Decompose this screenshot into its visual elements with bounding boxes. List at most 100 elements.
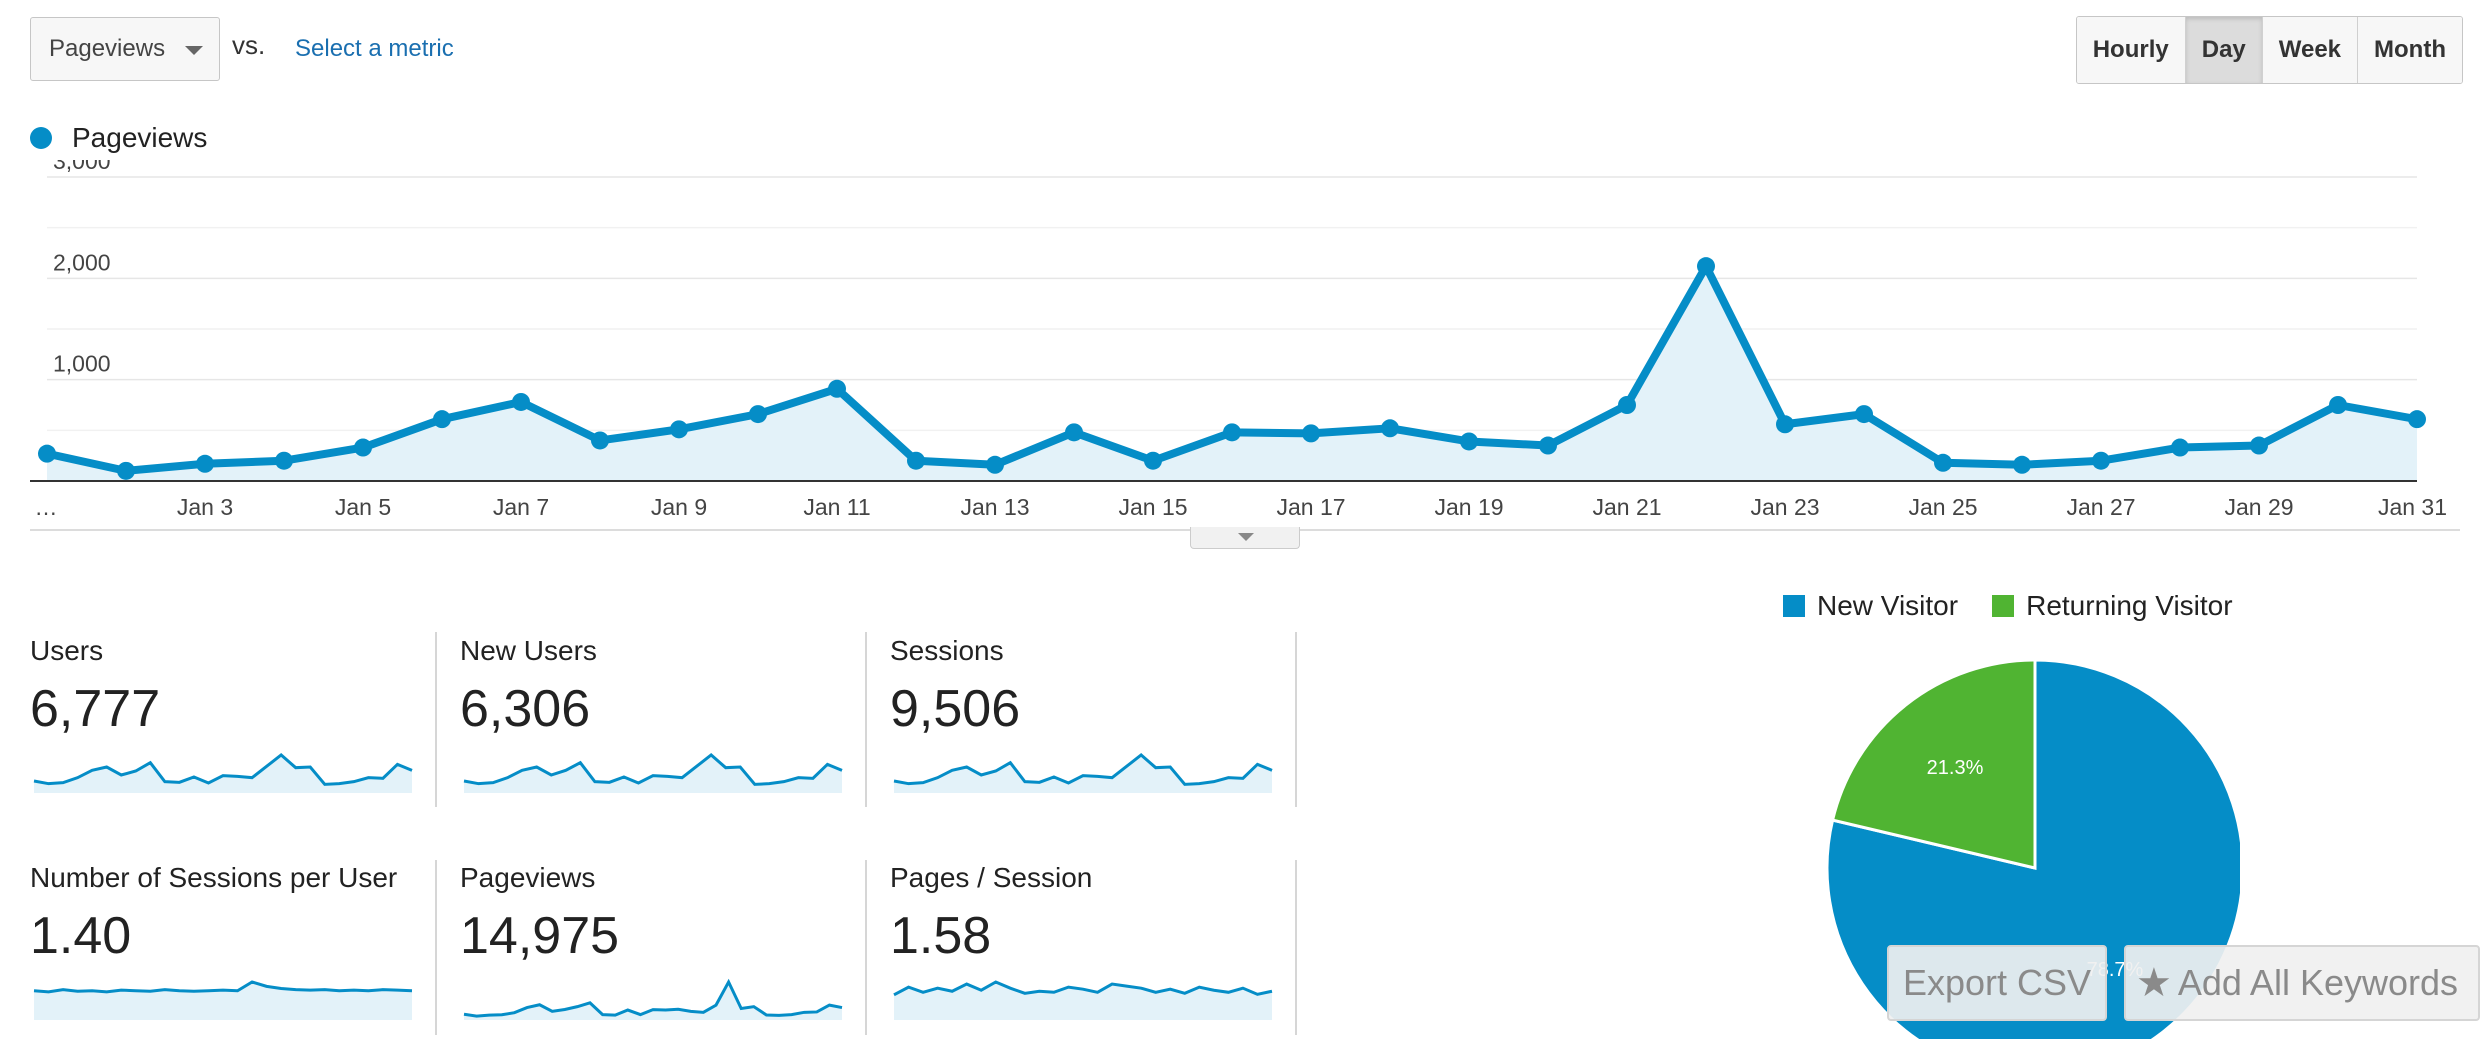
sparkline-area: [34, 755, 412, 793]
metric-value: 6,306: [460, 680, 591, 738]
granularity-hourly-button[interactable]: Hourly: [2076, 17, 2185, 83]
granularity-toggle: Hourly Day Week Month: [2075, 16, 2463, 84]
pie-slice-new-visitor[interactable]: [1825, 658, 2240, 1039]
data-point[interactable]: [1223, 423, 1241, 442]
metric-tile[interactable]: New Users 6,306: [460, 635, 870, 805]
sparkline-line: [33, 753, 413, 786]
metric-tile[interactable]: Number of Sessions per User 1.40: [30, 862, 440, 1032]
data-point[interactable]: [1618, 396, 1636, 414]
x-tick-label: Jan 21: [1592, 494, 1661, 520]
legend-item-new-visitor[interactable]: New Visitor: [1783, 590, 1958, 622]
x-tick-label: Jan 25: [1908, 494, 1977, 520]
sparkline-line: [463, 753, 843, 786]
data-point[interactable]: [1065, 423, 1083, 442]
legend-swatch: [1992, 595, 2015, 617]
legend-item-returning-visitor[interactable]: Returning Visitor: [1992, 590, 2233, 622]
x-tick-label: Jan 13: [960, 494, 1029, 520]
data-point[interactable]: [2408, 410, 2426, 429]
metric-value: 1.58: [890, 907, 992, 965]
data-point[interactable]: [275, 451, 293, 470]
metric-sparkline: [463, 978, 843, 1020]
legend-dot-icon: [30, 127, 52, 149]
caret-down-icon: [1238, 533, 1254, 541]
data-point[interactable]: [2092, 451, 2110, 470]
metric-value: 1.40: [30, 907, 132, 965]
visitor-pie-chart: 78.7%21.3%: [1825, 658, 2240, 1039]
sparkline-area: [34, 982, 412, 1020]
data-point[interactable]: [2329, 396, 2347, 414]
metric-value: 14,975: [460, 907, 620, 965]
metric-label: Number of Sessions per User: [30, 862, 398, 893]
granularity-day-button[interactable]: Day: [2184, 17, 2262, 83]
legend-swatch: [1783, 595, 1805, 617]
data-point[interactable]: [354, 438, 372, 457]
data-point[interactable]: [512, 392, 530, 411]
metric-tile[interactable]: Users 6,777: [30, 635, 440, 805]
metric-tile[interactable]: Pages / Session 1.58: [890, 862, 1300, 1032]
metric-sparkline: [33, 980, 413, 1020]
data-point[interactable]: [907, 451, 925, 470]
granularity-week-button[interactable]: Week: [2261, 17, 2358, 83]
metric-tile[interactable]: Pageviews 14,975: [460, 862, 870, 1032]
x-tick-label: Jan 5: [335, 494, 391, 520]
data-point[interactable]: [986, 455, 1004, 474]
data-point[interactable]: [196, 454, 214, 473]
data-point[interactable]: [1381, 419, 1399, 438]
data-point[interactable]: [433, 410, 451, 429]
sparkline-line: [33, 980, 413, 994]
metric-value: 9,506: [890, 680, 1021, 738]
data-point[interactable]: [1144, 451, 1162, 470]
data-point[interactable]: [591, 431, 609, 450]
sparkline-line: [893, 753, 1273, 786]
data-point[interactable]: [1539, 436, 1557, 455]
tile-divider: [435, 632, 437, 807]
data-point[interactable]: [1302, 424, 1320, 443]
y-tick-label: 1,000: [53, 351, 111, 377]
data-point[interactable]: [1776, 415, 1794, 434]
metric-tile[interactable]: Sessions 9,506: [890, 635, 1300, 805]
y-tick-label: 2,000: [53, 249, 111, 275]
data-point[interactable]: [1855, 405, 1873, 424]
metric-label: Pageviews: [460, 862, 596, 893]
metric-sparkline: [33, 753, 413, 793]
granularity-month-button[interactable]: Month: [2357, 17, 2462, 83]
metric-select[interactable]: Pageviews: [30, 17, 220, 81]
x-tick-label: Jan 31: [2378, 494, 2447, 520]
metric-select-value: Pageviews: [49, 35, 166, 62]
data-point[interactable]: [670, 420, 688, 439]
metric-sparkline: [893, 980, 1273, 1020]
star-icon: ★: [2136, 961, 2172, 1005]
x-tick-label: …: [35, 494, 58, 520]
caret-down-icon: [185, 46, 203, 55]
sparkline-area: [464, 755, 842, 793]
tile-divider: [865, 632, 867, 807]
data-point[interactable]: [749, 405, 767, 424]
data-point[interactable]: [38, 444, 56, 463]
series-area: [47, 266, 2417, 481]
data-point[interactable]: [1460, 432, 1478, 451]
data-point[interactable]: [2013, 455, 2031, 474]
sparkline-area: [894, 755, 1272, 793]
y-tick-label: 3,000: [53, 160, 111, 174]
pie-slice-label: 21.3%: [1927, 757, 1984, 779]
metric-label: Users: [30, 635, 104, 666]
data-point[interactable]: [2171, 438, 2189, 457]
data-point[interactable]: [1934, 453, 1952, 472]
metric-label: New Users: [460, 635, 597, 666]
pie-legend: New Visitor Returning Visitor: [1783, 590, 2267, 622]
x-tick-label: Jan 27: [2066, 494, 2135, 520]
chart-legend: Pageviews: [30, 122, 207, 154]
legend-label: New Visitor: [1817, 590, 1959, 621]
pie-slice-returning-visitor[interactable]: [1830, 658, 2037, 870]
export-csv-button[interactable]: Export CSV: [1887, 945, 2107, 1021]
select-metric-link[interactable]: Select a metric: [295, 35, 454, 62]
legend-label: Returning Visitor: [2026, 590, 2233, 621]
tile-divider: [865, 860, 867, 1035]
chart-collapse-toggle[interactable]: [1190, 527, 1300, 549]
data-point[interactable]: [828, 379, 846, 398]
add-all-keywords-button[interactable]: ★ Add All Keywords: [2124, 945, 2480, 1021]
metric-label: Sessions: [890, 635, 1004, 666]
data-point[interactable]: [2250, 436, 2268, 455]
data-point[interactable]: [1697, 257, 1715, 276]
data-point[interactable]: [117, 461, 135, 480]
